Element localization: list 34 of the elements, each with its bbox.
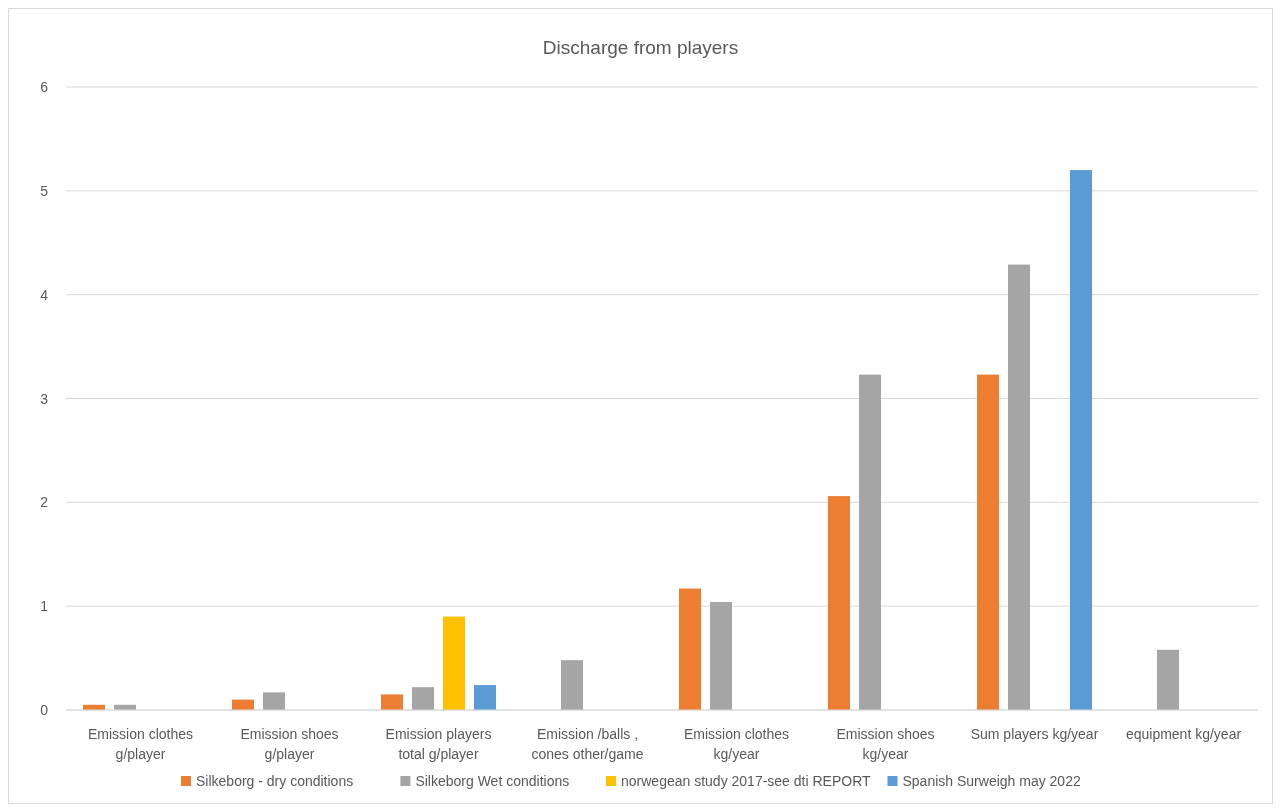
y-tick-label: 2 [40, 494, 49, 511]
legend-label: Silkeborg - dry conditions [196, 773, 354, 789]
legend-label: Silkeborg Wet conditions [415, 773, 570, 789]
bar [1157, 649, 1179, 710]
y-tick-label: 1 [40, 598, 49, 615]
bar [561, 660, 583, 710]
y-tick-label: 0 [40, 702, 49, 718]
y-tick-label: 3 [40, 390, 49, 407]
x-tick-label: Emission /balls , cones other/game [531, 726, 644, 762]
x-tick-label: Emission clothes g/player [87, 726, 194, 762]
x-tick-label: Emission shoes kg/year [836, 726, 935, 762]
bar [381, 694, 403, 710]
bar [679, 588, 701, 710]
bar [412, 687, 434, 710]
bar [859, 374, 881, 710]
y-tick-label: 4 [40, 286, 49, 303]
x-tick-label: equipment kg/year [1125, 726, 1242, 742]
bar [1070, 170, 1092, 710]
bar [977, 374, 999, 710]
x-tick-label: Emission clothes kg/year [683, 726, 790, 762]
x-tick-label: Sum players kg/year [970, 726, 1099, 742]
bar [474, 685, 496, 710]
chart-title: Discharge from players [542, 37, 739, 58]
bar [1008, 264, 1030, 710]
x-tick-label: Emission shoes g/player [240, 726, 339, 762]
legend-label: norwegean study 2017-see dti REPORT [621, 773, 871, 789]
y-tick-label: 5 [40, 182, 49, 199]
bar [710, 602, 732, 710]
x-tick-label: Emission players total g/player [385, 726, 492, 762]
bar [263, 692, 285, 710]
bar [828, 496, 850, 710]
y-tick-label: 6 [40, 79, 49, 95]
bar [443, 616, 465, 710]
legend-label: Spanish Surweigh may 2022 [902, 773, 1081, 789]
